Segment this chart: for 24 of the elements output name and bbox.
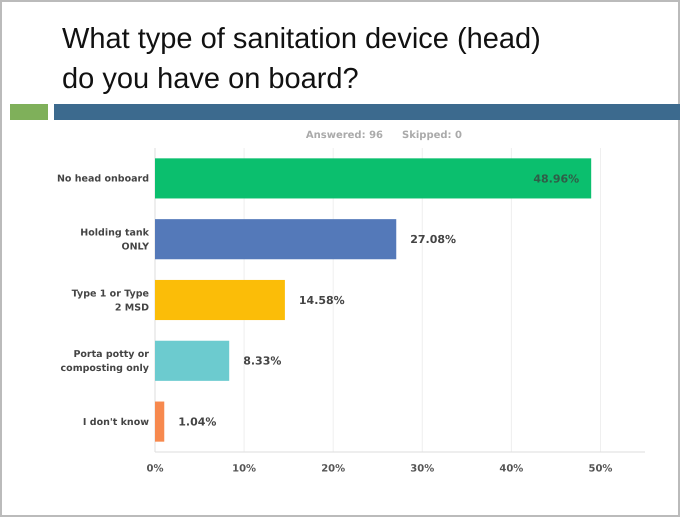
text: Skipped: 0: [402, 130, 462, 141]
bar: [155, 219, 396, 260]
x-tick-label: 50%: [588, 464, 612, 474]
y-tick-label: Porta potty or composting only: [60, 349, 150, 374]
data-label: 8.33%: [243, 354, 282, 368]
bar: [155, 340, 230, 381]
y-tick-label: Type 1 or Type 2 MSD: [72, 288, 150, 314]
x-tick-label: 10%: [232, 464, 256, 474]
y-tick-label: Holding tank ONLY: [80, 228, 150, 253]
data-label: 48.96%: [533, 172, 580, 186]
data-label: 14.58%: [298, 294, 345, 307]
chart-subtitle: Answered: 96: [306, 130, 384, 141]
bar: [155, 158, 592, 198]
data-label: 27.08%: [410, 233, 456, 246]
chart-title: What type of sanitation device (head) do you have on board?: [62, 23, 541, 95]
y-tick-label: I don't know: [82, 416, 150, 428]
bar: [155, 402, 164, 442]
x-tick-label: 30%: [410, 464, 434, 474]
y-tick-label: No head onboard: [56, 174, 149, 185]
x-tick-label: 20%: [321, 464, 346, 474]
x-tick-label: 40%: [499, 464, 524, 474]
data-label: 1.04%: [178, 415, 216, 428]
bar: [155, 280, 285, 320]
x-tick-label: 0%: [146, 464, 164, 474]
